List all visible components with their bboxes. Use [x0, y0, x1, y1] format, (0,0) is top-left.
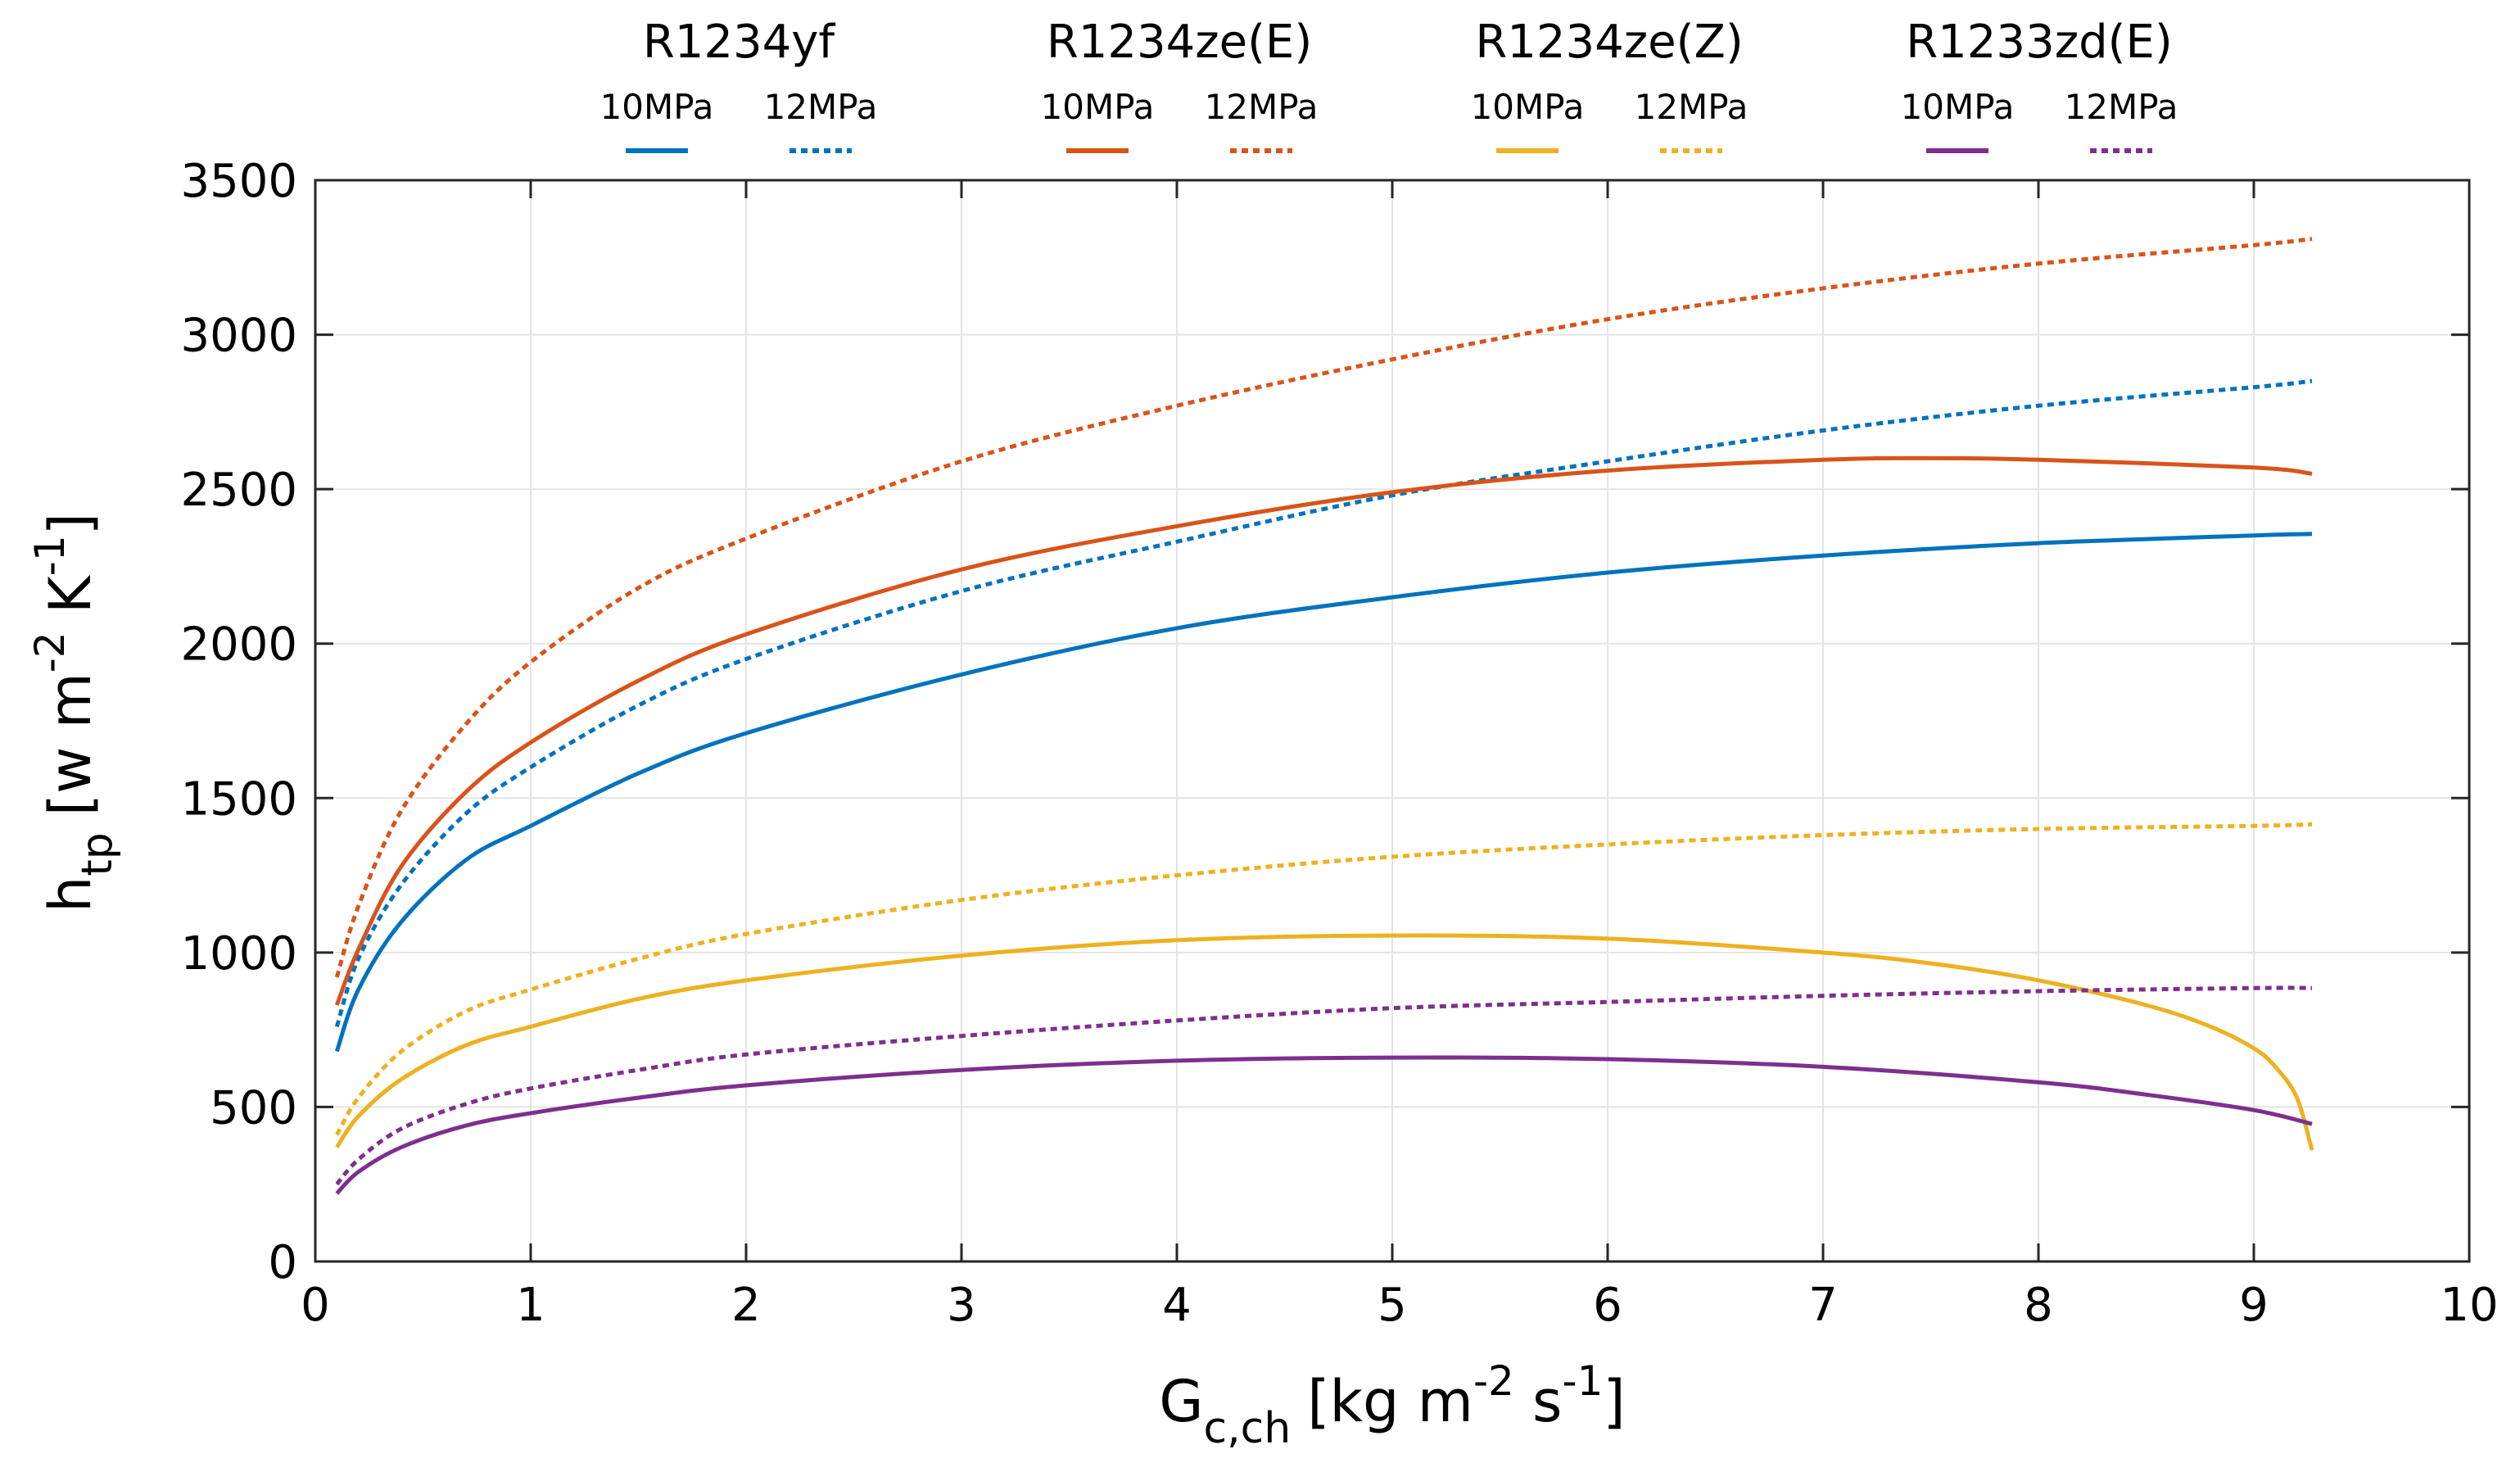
legend-group-r1234yf: R1234yf 10MPa 12MPa: [600, 16, 878, 153]
x-tick-label: 7: [1808, 1279, 1838, 1332]
legend-solid-label: 10MPa: [1901, 87, 2015, 127]
series-line-r1233zd-e-10mpa: [335, 1055, 2313, 1195]
y-tick-label: 3500: [180, 155, 297, 208]
series-group: [334, 237, 2314, 1195]
y-tick-label: 2000: [180, 618, 297, 672]
x-tick-label: 4: [1162, 1279, 1192, 1332]
x-tick-label: 1: [516, 1279, 545, 1332]
x-tick-label: 5: [1378, 1279, 1407, 1332]
y-axis-title-base: h: [37, 876, 104, 913]
legend-dotted-label: 12MPa: [1635, 87, 1749, 127]
y-axis-title-unit-pre: [w m: [37, 673, 104, 816]
y-axis-title-sub: tp: [73, 832, 122, 876]
x-tick-label: 8: [2024, 1279, 2053, 1332]
y-tick-label: 1500: [180, 772, 297, 826]
series-line-r1234yf-12mpa: [334, 378, 2313, 1028]
legend-solid-label: 10MPa: [1041, 87, 1155, 127]
legend-group-title: R1234ze(Z): [1475, 16, 1743, 69]
y-tick-label: 2500: [180, 464, 297, 517]
legend-group-title: R1234ze(E): [1047, 16, 1312, 69]
x-tick-label: 3: [947, 1279, 976, 1332]
y-axis-title-unit-post: ]: [37, 513, 104, 535]
series-line-r1233zd-e-12mpa: [335, 985, 2313, 1186]
x-axis-title-sub: c,ch: [1204, 1404, 1292, 1453]
legend-group-r1234ze-z: R1234ze(Z) 10MPa 12MPa: [1471, 16, 1749, 153]
y-tick-label: 500: [210, 1081, 297, 1135]
legend-solid-label: 10MPa: [1471, 87, 1585, 127]
x-tick-label: 0: [301, 1279, 330, 1332]
y-axis-title: htp [w m-2 K-1]: [26, 513, 122, 913]
legend-group-r1234ze-e: R1234ze(E) 10MPa 12MPa: [1041, 16, 1319, 153]
legend-dotted-label: 12MPa: [1205, 87, 1319, 127]
x-tick-label: 2: [731, 1279, 761, 1332]
y-axis-title-sup2: -1: [26, 535, 74, 576]
x-axis-title: Gc,ch [kg m-2 s-1]: [1159, 1357, 1625, 1453]
series-line-r1234yf-10mpa: [334, 532, 2313, 1053]
x-tick-label: 10: [2440, 1279, 2498, 1332]
series-line-r1234ze-z-12mpa: [335, 822, 2313, 1136]
series-line-r1234ze-e-10mpa: [334, 455, 2313, 1006]
x-axis-ticks: 0 1 2 3 4 5 6 7 8 9 10: [301, 180, 2499, 1332]
y-tick-label: 1000: [180, 927, 297, 981]
y-tick-label: 0: [268, 1236, 297, 1289]
y-tick-label: 3000: [180, 310, 297, 363]
legend-dotted-label: 12MPa: [2065, 87, 2178, 127]
x-axis-title-sup1: -2: [1473, 1357, 1514, 1405]
legend-solid-label: 10MPa: [600, 87, 714, 127]
y-axis-title-mid: K: [37, 574, 104, 632]
series-line-r1234ze-e-12mpa: [334, 237, 2313, 978]
legend-group-title: R1234yf: [643, 16, 836, 69]
x-axis-title-unit-pre: [kg m: [1307, 1368, 1473, 1435]
legend-dotted-label: 12MPa: [764, 87, 878, 127]
series-line-r1234ze-z-10mpa: [335, 933, 2314, 1151]
x-axis-title-unit-post: ]: [1603, 1368, 1625, 1435]
x-axis-title-sup2: -1: [1563, 1357, 1604, 1405]
x-axis-title-mid: s: [1514, 1368, 1563, 1435]
x-axis-title-base: G: [1159, 1368, 1203, 1435]
x-tick-label: 9: [2239, 1279, 2269, 1332]
legend-group-r1233zd-e: R1233zd(E) 10MPa 12MPa: [1901, 16, 2178, 153]
y-axis-title-sup1: -2: [26, 632, 74, 673]
legend-group-title: R1233zd(E): [1906, 16, 2172, 69]
y-axis-ticks: 0 500 1000 1500 2000 2500 3000 3500: [180, 155, 2469, 1289]
x-tick-label: 6: [1593, 1279, 1622, 1332]
